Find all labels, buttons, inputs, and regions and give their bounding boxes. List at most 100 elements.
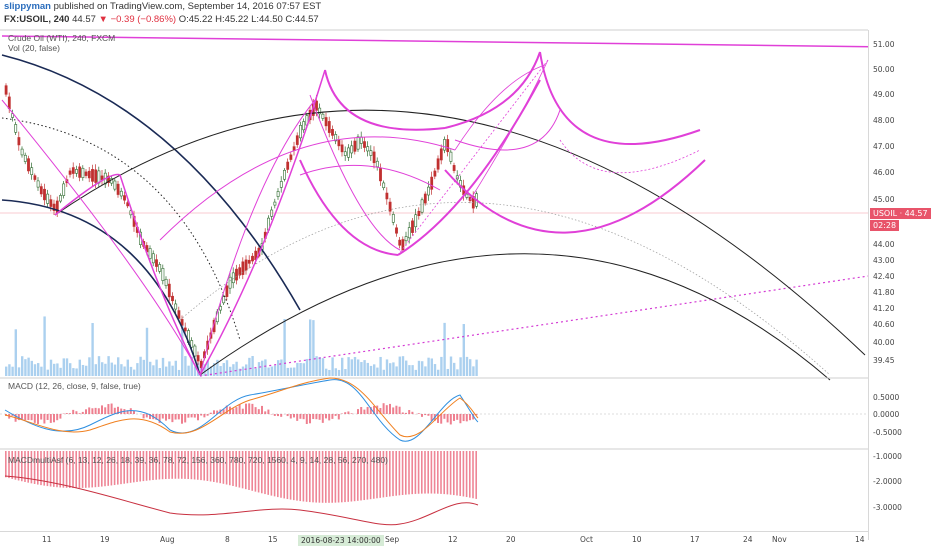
macd-multi-bar xyxy=(456,451,458,495)
candle-body xyxy=(152,254,154,263)
volume-bar xyxy=(373,364,375,376)
candle-body xyxy=(63,184,65,196)
volume-bar xyxy=(312,320,314,376)
macd-bar xyxy=(181,414,183,424)
macd-bar xyxy=(239,405,241,414)
macd-multi-bar xyxy=(450,451,452,495)
candle-body xyxy=(283,170,285,179)
volume-bar xyxy=(101,362,103,376)
volume-bar xyxy=(255,368,257,376)
volume-bar xyxy=(111,363,113,376)
macd-bar xyxy=(280,414,282,417)
macd-bar xyxy=(98,408,100,414)
volume-bar xyxy=(136,363,138,376)
volume-bar xyxy=(459,357,461,376)
volume-bar xyxy=(354,357,356,376)
macd-multi-bar xyxy=(395,451,397,496)
volume-bar xyxy=(299,363,301,376)
volume-bar xyxy=(159,368,161,376)
candle-body xyxy=(360,137,362,143)
candle-body xyxy=(85,172,87,176)
time-tick: Aug xyxy=(160,535,175,544)
macd-bar xyxy=(453,414,455,421)
time-axis[interactable] xyxy=(0,531,868,551)
candle-body xyxy=(424,194,426,203)
macd-tick: 0.0000 xyxy=(873,410,899,419)
candle-body xyxy=(434,171,436,176)
price-panel-title[interactable]: Crude Oil (WTI), 240, FXCM xyxy=(8,33,115,43)
candle-body xyxy=(117,184,119,194)
volume-label[interactable]: Vol (20, false) xyxy=(8,43,60,53)
price-axis[interactable] xyxy=(868,30,932,540)
macd-bar xyxy=(411,412,413,414)
macd-multi-bar xyxy=(453,451,455,495)
macd-bar xyxy=(303,414,305,419)
macd-bar xyxy=(328,414,330,420)
macd-multi-bar xyxy=(415,451,417,494)
candle-body xyxy=(280,181,282,187)
macd2-tick: -3.0000 xyxy=(873,503,902,512)
candle-body xyxy=(27,159,29,171)
volume-bar xyxy=(463,324,465,376)
volume-bar xyxy=(411,365,413,376)
candle-body xyxy=(453,165,455,170)
volume-bar xyxy=(405,361,407,376)
macd-bar xyxy=(53,414,55,422)
candle-body xyxy=(159,264,161,271)
volume-bar xyxy=(399,357,401,376)
volume-bar xyxy=(379,357,381,376)
volume-bar xyxy=(219,366,221,376)
candle-body xyxy=(450,152,452,161)
candle-body xyxy=(34,176,36,180)
volume-bar xyxy=(133,370,135,376)
macd-multi-bar xyxy=(431,451,433,494)
candle-body xyxy=(91,169,93,181)
volume-bar xyxy=(357,359,359,376)
volume-bar xyxy=(63,358,65,376)
macd-multi-bar xyxy=(389,451,391,497)
candle-body xyxy=(5,86,7,95)
volume-bar xyxy=(351,359,353,376)
candle-body xyxy=(418,211,420,215)
macd-multi-label[interactable]: MACDmultiAsf (6, 13, 12, 26, 18, 39, 36,… xyxy=(8,455,388,465)
volume-bar xyxy=(143,360,145,376)
macd-bar xyxy=(245,404,247,414)
macd-bar xyxy=(79,413,81,414)
macd-bar xyxy=(50,414,52,423)
macd-bar xyxy=(360,407,362,414)
price-tick: 40.00 xyxy=(873,338,894,347)
candle-body xyxy=(88,171,90,178)
macd-bar xyxy=(408,410,410,414)
macd-bar xyxy=(466,414,468,421)
candle-body xyxy=(319,108,321,114)
volume-bar xyxy=(171,366,173,376)
volume-bar xyxy=(418,361,420,376)
macd-label[interactable]: MACD (12, 26, close, 9, false, true) xyxy=(8,381,141,391)
macd-bar xyxy=(242,409,244,414)
candle-body xyxy=(277,191,279,196)
macd-bar xyxy=(69,413,71,414)
candle-body xyxy=(363,142,365,148)
volume-bar xyxy=(50,360,52,376)
macd-bar xyxy=(277,414,279,416)
candle-body xyxy=(235,269,237,280)
candle-body xyxy=(405,237,407,241)
volume-bar xyxy=(443,323,445,376)
volume-bar xyxy=(306,359,308,376)
macd-bar xyxy=(85,409,87,414)
macd-bar xyxy=(47,414,49,420)
macd-bar xyxy=(287,414,289,416)
candle-body xyxy=(59,195,61,201)
macd-bar xyxy=(232,409,234,414)
time-tick: 11 xyxy=(42,535,52,544)
candle-body xyxy=(75,169,77,173)
candle-body xyxy=(155,260,157,267)
volume-bar xyxy=(415,370,417,376)
macd-multi-bar xyxy=(427,451,429,494)
macd-multi-bar xyxy=(475,451,477,499)
volume-bar xyxy=(472,366,474,376)
volume-bar xyxy=(18,367,20,376)
macd-bar xyxy=(344,412,346,414)
candle-body xyxy=(437,159,439,170)
